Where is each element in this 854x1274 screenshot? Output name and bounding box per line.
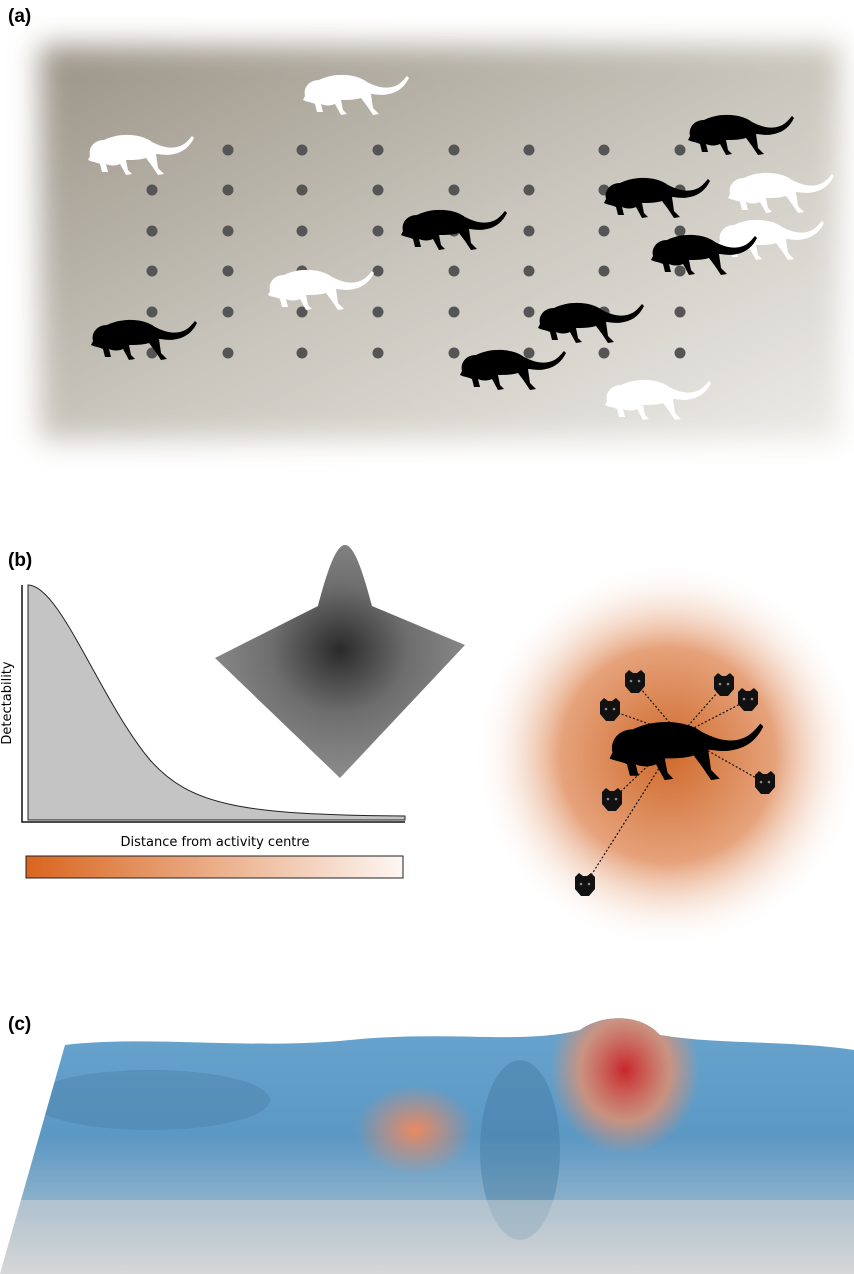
trap [598, 225, 610, 237]
trap [448, 306, 460, 318]
trap [222, 144, 234, 156]
trap [222, 265, 234, 277]
trap [523, 265, 535, 277]
trap [372, 225, 384, 237]
trap [674, 225, 686, 237]
detection-curve [27, 584, 406, 821]
trap [674, 306, 686, 318]
trap [598, 265, 610, 277]
trap [222, 225, 234, 237]
trap [448, 144, 460, 156]
panel-label: (c) [8, 1014, 31, 1035]
y-axis-label: Detectability [0, 661, 15, 744]
trap [523, 225, 535, 237]
trap [372, 265, 384, 277]
trap [296, 184, 308, 196]
color-bar [25, 855, 404, 879]
trap [222, 347, 234, 359]
trap [146, 225, 158, 237]
trap [523, 184, 535, 196]
trap [448, 265, 460, 277]
trap [598, 144, 610, 156]
density-surface [0, 1018, 854, 1274]
trap [523, 306, 535, 318]
trap [222, 306, 234, 318]
trap [598, 347, 610, 359]
trap [448, 184, 460, 196]
trap [674, 144, 686, 156]
axes [21, 585, 405, 823]
trap [674, 265, 686, 277]
trap [146, 265, 158, 277]
trap [448, 347, 460, 359]
trap [674, 347, 686, 359]
trap [523, 144, 535, 156]
trap [372, 306, 384, 318]
detection-surface [215, 545, 465, 778]
trap [296, 225, 308, 237]
trap [296, 306, 308, 318]
trap-grid [146, 144, 686, 359]
trap [296, 144, 308, 156]
trap [146, 306, 158, 318]
trap [372, 347, 384, 359]
trap [523, 347, 535, 359]
x-axis-label: Distance from activity centre [121, 835, 310, 850]
panel-label: (b) [8, 550, 32, 571]
trap [146, 184, 158, 196]
trap [296, 347, 308, 359]
trap [372, 144, 384, 156]
panel-label: (a) [8, 6, 31, 27]
trap [372, 184, 384, 196]
trap [222, 184, 234, 196]
